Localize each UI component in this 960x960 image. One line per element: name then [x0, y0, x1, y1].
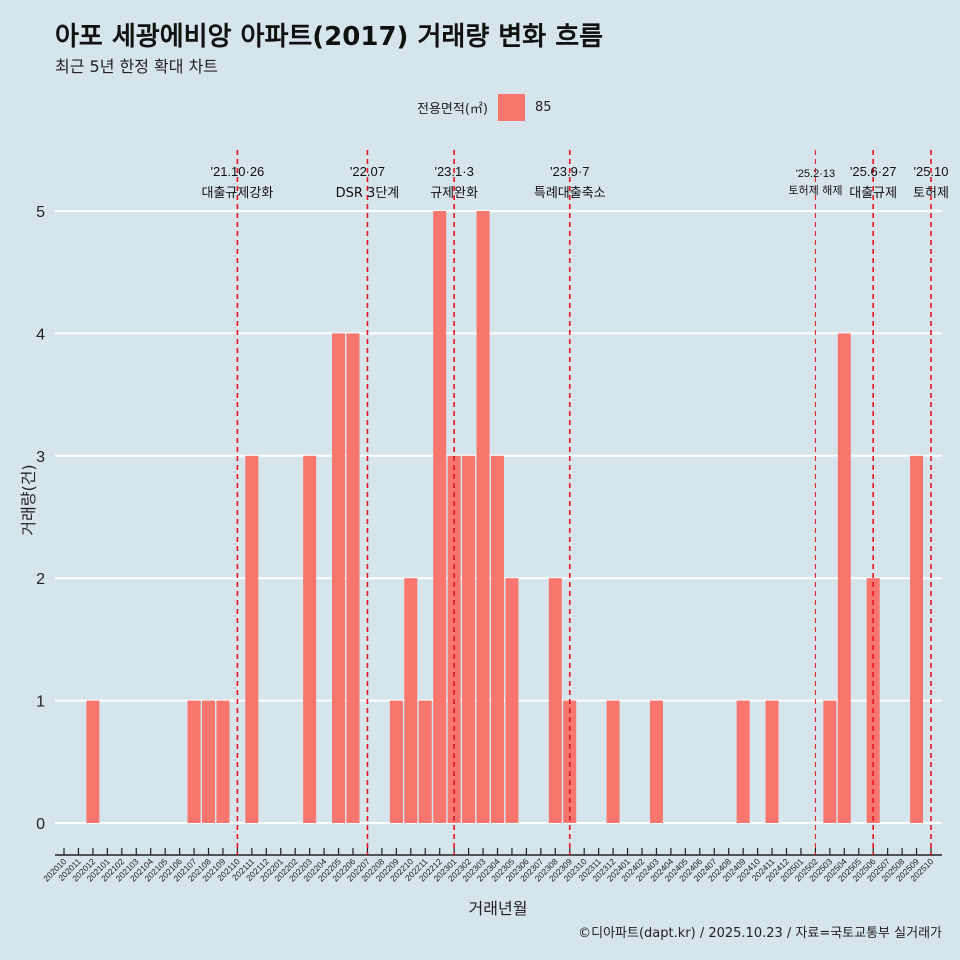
event-label: 특례대출축소 — [534, 186, 606, 201]
event-label: 토허제 — [913, 186, 949, 201]
bar — [86, 700, 100, 823]
event-date: '22.07 — [350, 164, 385, 179]
y-axis-title: 거래량(건) — [19, 464, 38, 535]
legend: 전용면적(㎡) 85 — [417, 94, 552, 121]
bar — [332, 333, 346, 823]
y-tick-label: 4 — [36, 326, 45, 343]
bar — [606, 700, 620, 823]
bar — [649, 700, 663, 823]
bar — [418, 700, 432, 823]
bar — [202, 700, 215, 823]
bar — [346, 333, 360, 823]
x-axis-title: 거래년월 — [469, 899, 528, 918]
chart-subtitle: 최근 5년 한정 확대 차트 — [55, 57, 219, 76]
bar — [462, 455, 476, 823]
bar — [765, 700, 779, 823]
legend-title: 전용면적(㎡) — [417, 102, 488, 117]
bar — [476, 211, 490, 823]
bar — [736, 700, 750, 823]
event-label: 규제완화 — [430, 186, 478, 201]
y-tick-label: 3 — [36, 449, 45, 466]
bar — [563, 700, 577, 823]
legend-swatch — [497, 94, 525, 121]
event-date: '21.10·26 — [210, 164, 264, 179]
bar — [548, 578, 562, 823]
bar — [245, 455, 259, 823]
caption: ©디아파트(dapt.kr) / 2025.10.23 / 자료=국토교통부 실… — [578, 926, 942, 941]
event-date: '25.6·27 — [850, 164, 897, 179]
bar — [910, 455, 924, 823]
bar — [187, 700, 201, 823]
y-tick-label: 0 — [36, 816, 45, 833]
chart-title: 아포 세광에비앙 아파트(2017) 거래량 변화 흐름 — [55, 22, 604, 52]
event-date: '23.9·7 — [550, 164, 589, 179]
bar — [433, 211, 447, 823]
event-date: '25.10 — [913, 164, 948, 179]
legend-label: 85 — [534, 100, 552, 115]
bar — [216, 700, 230, 823]
bar — [491, 455, 504, 823]
event-date: '25.2·13 — [796, 168, 835, 180]
bar — [823, 700, 837, 823]
bar — [389, 700, 403, 823]
bar — [303, 455, 317, 823]
bar — [505, 578, 519, 823]
event-date: '23.1·3 — [434, 164, 473, 179]
event-label: 토허제 해제 — [788, 183, 842, 197]
event-label: DSR 3단계 — [336, 186, 400, 201]
event-label: 대출규제 — [849, 186, 897, 201]
bar — [404, 578, 418, 823]
y-tick-label: 5 — [36, 204, 45, 221]
y-tick-label: 2 — [36, 571, 45, 588]
event-label: 대출규제강화 — [202, 186, 274, 201]
bar — [837, 333, 851, 823]
y-tick-label: 1 — [36, 694, 45, 711]
